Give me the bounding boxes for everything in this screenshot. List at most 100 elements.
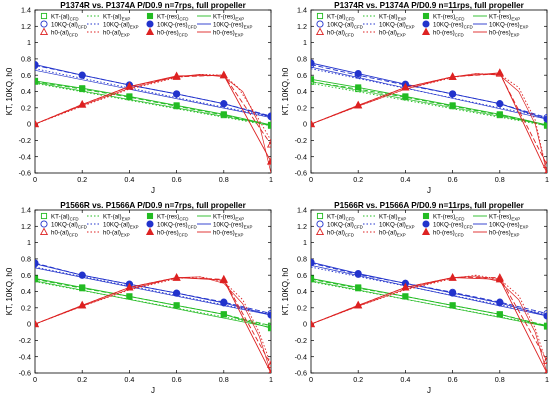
legend-marker [40, 212, 48, 220]
legend-label-main: h0-(al) [103, 230, 121, 237]
legend-marker [422, 212, 430, 220]
legend-label-main: KT-(al) [51, 214, 70, 221]
y-tick-label: 0.4 [21, 87, 31, 96]
legend-label: 10KQ-(res)EXP [213, 22, 252, 30]
x-tick-label: 1 [545, 375, 549, 384]
legend-label-main: 10KQ-(res) [489, 22, 520, 29]
point-kq-cfd-res [449, 90, 457, 98]
legend-label: KT-(res)EXP [489, 214, 520, 222]
legend-label: 10KQ-(al)CFD [327, 22, 363, 30]
legend-label-main: h0-(res) [433, 230, 455, 237]
legend-label-main: KT-(res) [433, 214, 455, 221]
legend: KT-(al)CFD KT-(al)EXP KT-(res)CFD KT-(res)E… [39, 212, 252, 237]
legend-label-sub: CFD [179, 232, 188, 237]
legend-label-sub: EXP [122, 216, 131, 221]
series-line-kt-cfd-res [35, 80, 271, 126]
legend-label-sub: CFD [179, 32, 188, 37]
y-tick-label: 1.2 [297, 222, 307, 231]
legend-label: KT-(res)CFD [433, 214, 464, 222]
y-tick-label: 0.6 [297, 71, 307, 80]
legend-label-main: 10KQ-(res) [213, 22, 244, 29]
legend-label-main: KT-(res) [157, 14, 179, 21]
series-line-kt-cfd-al [311, 81, 547, 127]
plot-area [310, 9, 548, 174]
y-tick-label: 0.6 [297, 271, 307, 280]
legend-marker [146, 220, 154, 228]
legend-marker [316, 20, 324, 28]
legend-label-sub: CFD [455, 232, 464, 237]
legend-label-sub: EXP [235, 32, 244, 37]
legend-label-sub: CFD [78, 24, 87, 29]
legend-marker [146, 20, 154, 28]
point-eta-cfd-res [219, 275, 228, 284]
legend-label-sub: EXP [520, 224, 529, 229]
y-tick-label: -0.4 [295, 152, 307, 161]
legend-marker [39, 27, 49, 36]
legend-label-main: 10KQ-(al) [327, 22, 354, 29]
legend-label-sub: CFD [70, 16, 79, 21]
point-eta-cfd-res [78, 300, 87, 309]
legend-marker [421, 227, 431, 236]
legend-marker [40, 220, 48, 228]
x-tick-label: 0.6 [448, 375, 458, 384]
point-kt-cfd-res [79, 85, 86, 92]
x-tick-label: 0.2 [77, 175, 87, 184]
legend-label-main: h0-(res) [489, 230, 511, 237]
legend-marker [422, 20, 430, 28]
point-kt-cfd-res [449, 302, 456, 309]
legend-label-main: 10KQ-(al) [379, 222, 406, 229]
legend-label-sub: CFD [464, 224, 473, 229]
legend-label-sub: CFD [354, 24, 363, 29]
y-tick-label: 1.4 [21, 206, 31, 215]
series-line-kt-cfd-res [35, 278, 271, 329]
legend-label-main: h0-(res) [213, 230, 235, 237]
legend-marker [315, 27, 325, 36]
point-kt-cfd-res [35, 275, 39, 282]
y-tick-label: 1.2 [21, 22, 31, 31]
legend-label-main: KT-(al) [379, 14, 398, 21]
legend-label-sub: EXP [406, 24, 415, 29]
y-tick-label: -0.2 [295, 136, 307, 145]
x-tick-label: 0.8 [495, 375, 505, 384]
legend-label: KT-(res)EXP [213, 214, 244, 222]
legend-label-sub: EXP [511, 216, 520, 221]
y-tick-label: -0.6 [295, 369, 307, 378]
legend: KT-(al)CFD KT-(al)EXP KT-(res)CFD KT-(res)E… [315, 212, 529, 238]
legend-marker [146, 12, 154, 20]
legend-label-sub: CFD [345, 232, 354, 237]
point-eta-cfd-res [78, 99, 87, 108]
series-layer [311, 59, 547, 173]
legend-label-main: h0-(al) [379, 230, 397, 237]
chart-title: P1566R vs. P1566A P/D0.9 n=7rps, full pr… [60, 201, 246, 210]
x-tick-label: 0 [309, 375, 313, 384]
legend-label-sub: EXP [235, 216, 244, 221]
x-tick-label: 0.2 [353, 375, 363, 384]
legend-label: h0-(res)CFD [433, 30, 464, 38]
legend-label-sub: EXP [130, 24, 139, 29]
legend-label-main: h0-(res) [433, 30, 455, 37]
legend-label-main: KT-(res) [489, 214, 511, 221]
y-tick-label: 0.8 [21, 55, 31, 64]
y-tick-label: -0.2 [19, 336, 31, 345]
legend-label: h0-(al)CFD [327, 230, 354, 238]
legend-label-main: KT-(res) [213, 214, 235, 221]
series-line-kt-exp-res [311, 81, 547, 126]
legend-label: 10KQ-(res)CFD [157, 222, 197, 230]
legend-label: KT-(al)EXP [379, 14, 406, 22]
y-tick-label: -0.4 [295, 352, 307, 361]
y-tick-label: 0.8 [297, 255, 307, 264]
y-tick-label: -0.2 [295, 336, 307, 345]
legend-label: h0-(res)EXP [489, 30, 520, 38]
y-tick-label: 0 [27, 320, 31, 329]
y-tick-label: -0.2 [19, 136, 31, 145]
series-line-kq-cfd-res [35, 263, 271, 316]
chart-panel-3: -0.6 -0.4 -0.2 0 0.2 0.4 0.6 0.8 1 1.2 1.4 0 0.2 0.4 0… [5, 201, 273, 395]
legend-label-sub: CFD [188, 224, 197, 229]
x-tick-label: 0.8 [219, 175, 229, 184]
legend-label-main: KT-(al) [103, 14, 122, 21]
y-tick-label: -0.6 [19, 369, 31, 378]
y-tick-label: 0.2 [21, 303, 31, 312]
point-kt-cfd-res [220, 311, 227, 318]
series-line-kt-exp-al [35, 281, 271, 327]
